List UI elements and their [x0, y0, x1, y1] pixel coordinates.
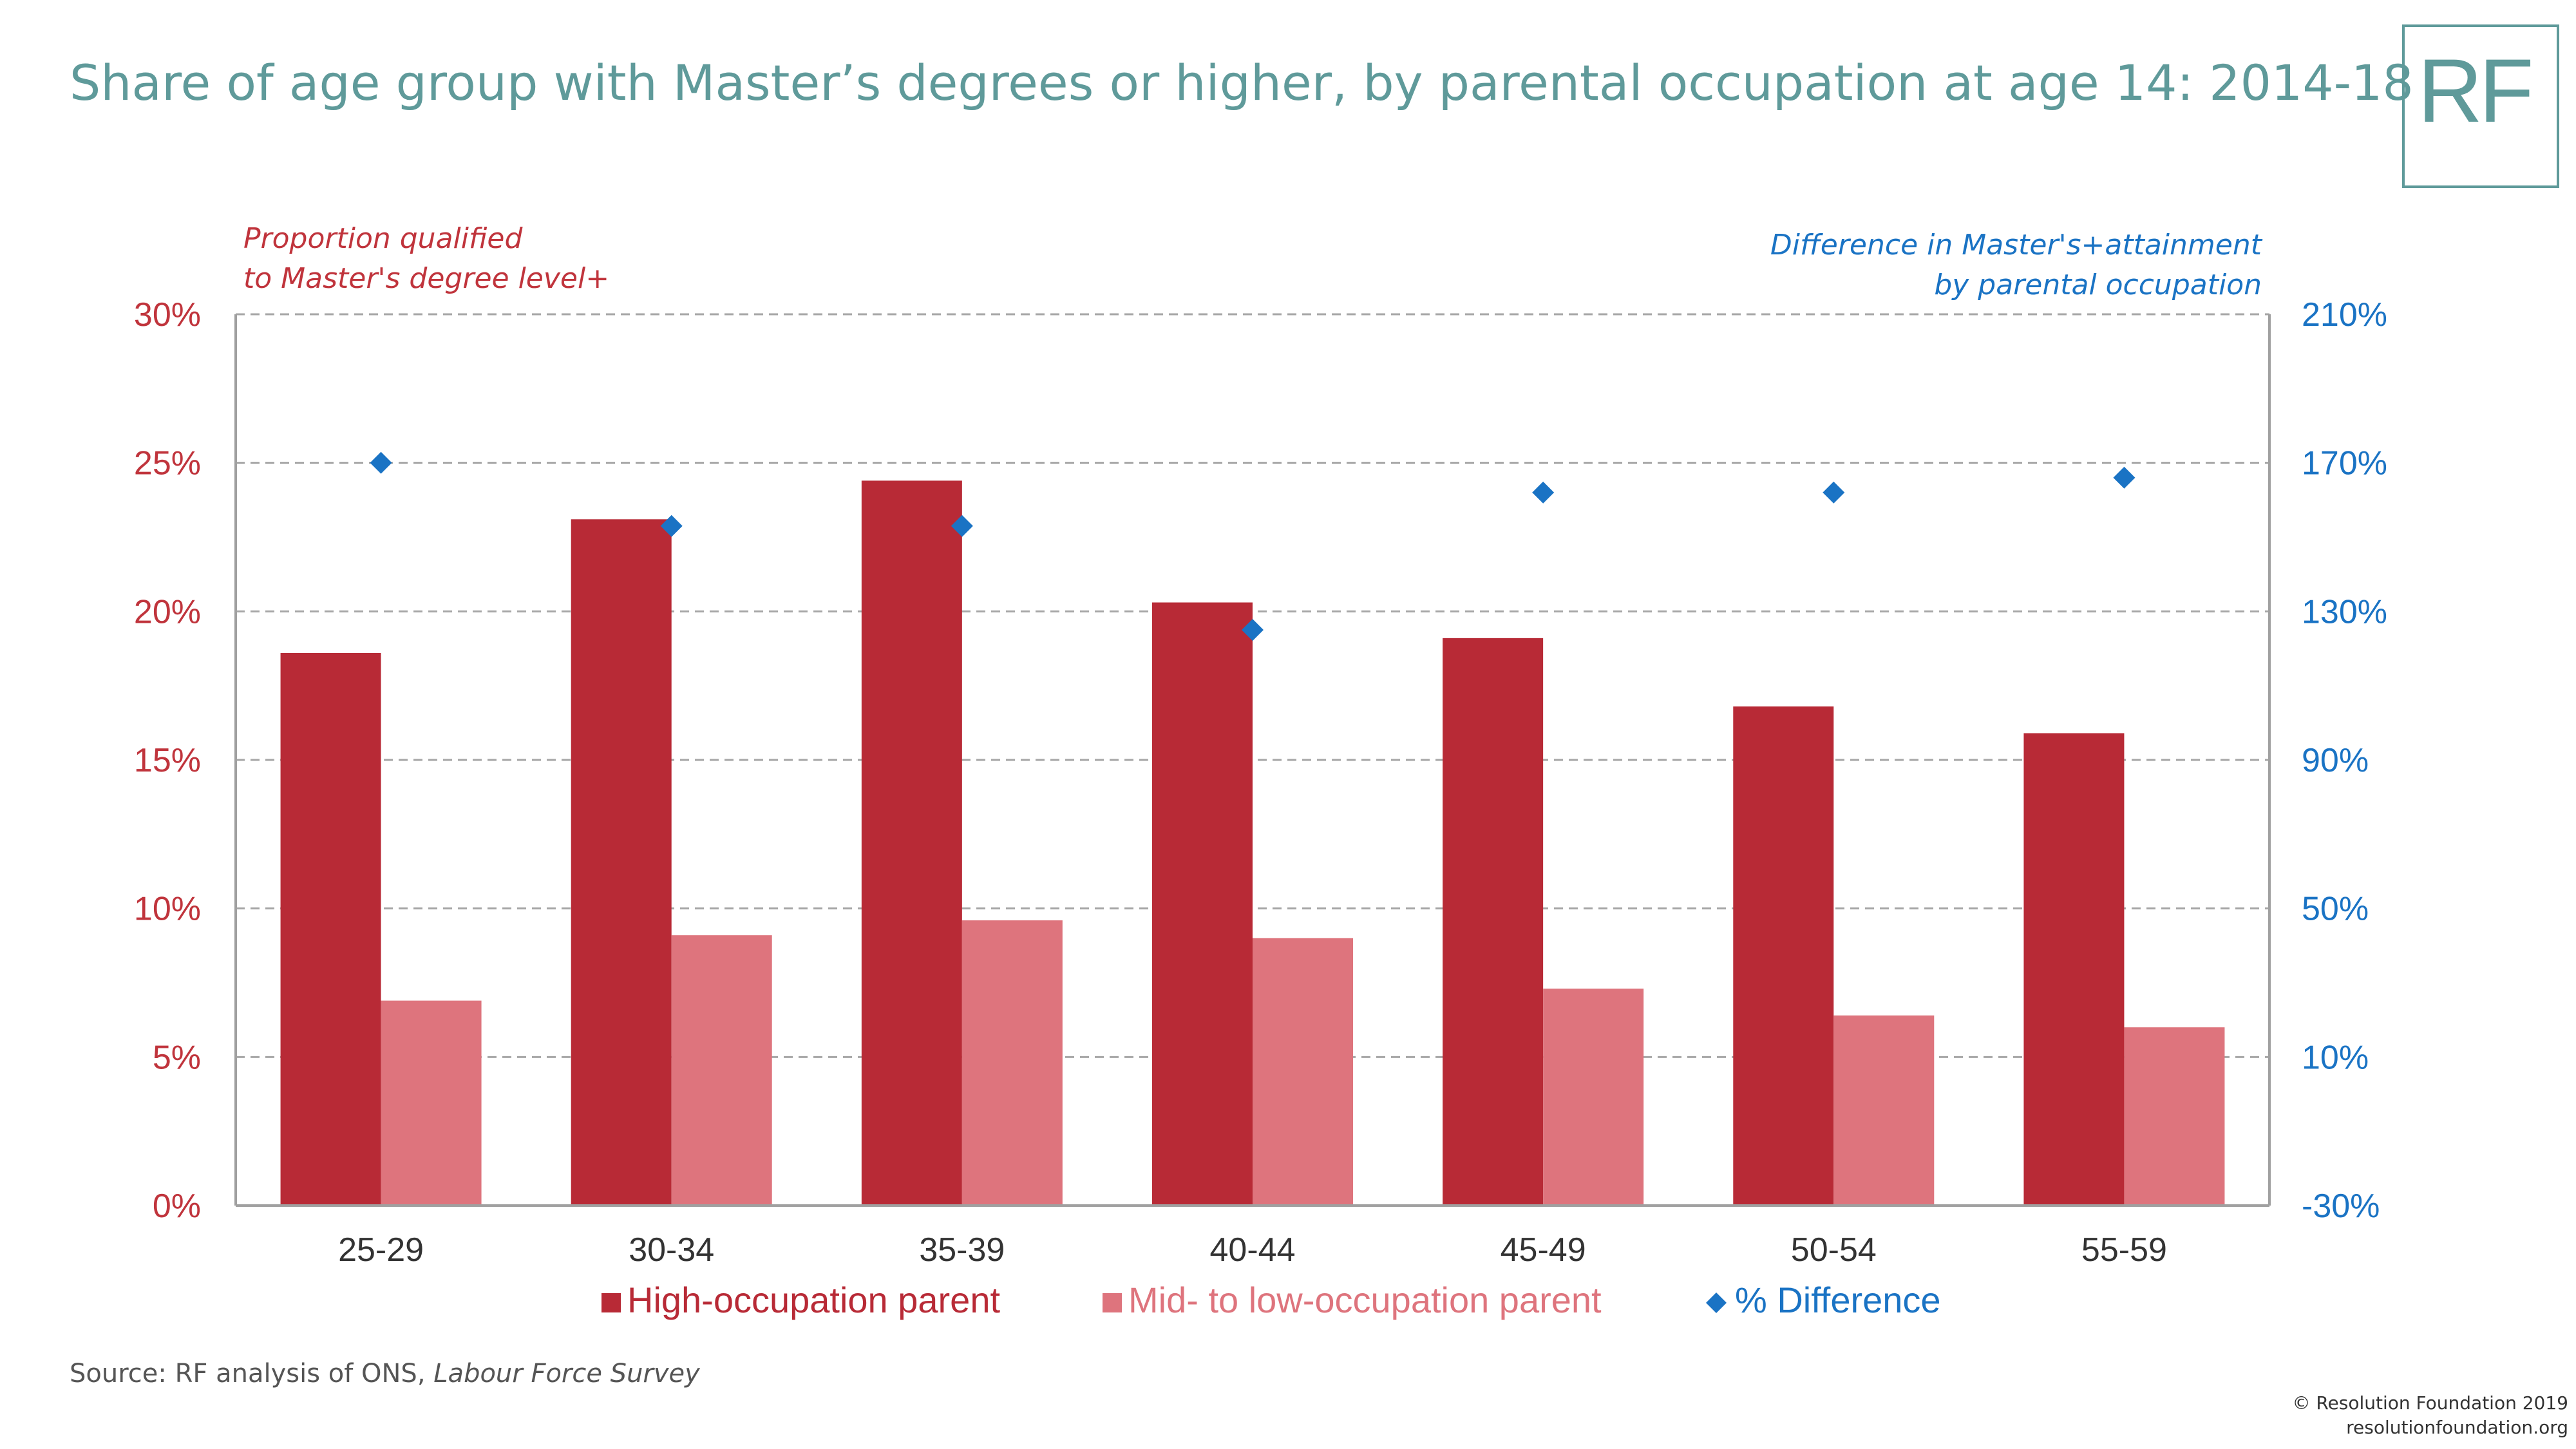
- left-tick-label: 30%: [134, 296, 201, 334]
- left-tick-label: 10%: [134, 891, 201, 928]
- legend-swatch-high: [601, 1293, 621, 1312]
- source-prefix: Source: RF analysis of ONS,: [70, 1359, 434, 1388]
- website-line: resolutionfoundation.org: [2346, 1417, 2568, 1438]
- bar-mid-low-occupation: [671, 935, 772, 1206]
- legend-label-high: High-occupation parent: [627, 1280, 1000, 1320]
- left-tick-label: 25%: [134, 445, 201, 482]
- right-tick-label: 90%: [2302, 742, 2369, 779]
- right-tick-label: 130%: [2302, 593, 2387, 630]
- right-tick-label: 10%: [2302, 1039, 2369, 1076]
- left-tick-label: 5%: [153, 1039, 201, 1076]
- bar-high-occupation: [571, 519, 672, 1206]
- left-axis-note-line-1: Proportion qualified: [243, 222, 523, 255]
- bar-mid-low-occupation: [2124, 1027, 2225, 1206]
- difference-point: [1823, 481, 1845, 504]
- rf-logo-text: RF: [2418, 40, 2534, 141]
- right-axis-note-line-2: by parental occupation: [1934, 269, 2262, 301]
- right-tick-label: -30%: [2302, 1188, 2380, 1225]
- source-italic: Labour Force Survey: [433, 1359, 700, 1388]
- left-tick-label: 20%: [134, 593, 201, 630]
- legend-swatch-diff: [1706, 1293, 1727, 1313]
- left-tick-label: 0%: [153, 1188, 201, 1225]
- bar-mid-low-occupation: [1253, 938, 1353, 1206]
- difference-point: [370, 451, 392, 474]
- bar-mid-low-occupation: [1833, 1015, 1935, 1206]
- copyright: © Resolution Foundation 2019 resolutionf…: [2292, 1391, 2568, 1440]
- x-tick-label: 45-49: [1501, 1231, 1586, 1269]
- difference-point: [2113, 466, 2136, 489]
- bar-high-occupation: [1152, 602, 1253, 1206]
- difference-point: [1242, 619, 1264, 641]
- x-tick-label: 25-29: [338, 1231, 424, 1269]
- legend-swatch-mid: [1103, 1293, 1122, 1312]
- rf-logo: RF: [2402, 24, 2559, 188]
- bar-mid-low-occupation: [1543, 989, 1644, 1206]
- difference-point: [1532, 481, 1555, 504]
- left-axis-note: Proportion qualified to Master's degree …: [243, 219, 609, 299]
- bar-high-occupation: [861, 480, 962, 1206]
- bar-high-occupation: [1733, 706, 1834, 1206]
- bar-high-occupation: [2023, 733, 2125, 1206]
- right-tick-label: 170%: [2302, 445, 2387, 482]
- difference-point: [951, 515, 973, 537]
- legend-label-mid: Mid- to low-occupation parent: [1128, 1280, 1602, 1320]
- bar-high-occupation: [280, 652, 381, 1206]
- chart-title: Share of age group with Master’s degrees…: [70, 54, 2414, 111]
- bar-high-occupation: [1443, 638, 1544, 1206]
- left-axis-note-line-2: to Master's degree level+: [243, 262, 610, 295]
- bar-mid-low-occupation: [381, 1000, 482, 1206]
- x-tick-label: 40-44: [1210, 1231, 1296, 1269]
- right-axis-note: Difference in Master's+attainment by par…: [1770, 225, 2262, 305]
- right-tick-label: 50%: [2302, 891, 2369, 928]
- difference-point: [660, 515, 683, 537]
- x-tick-label: 55-59: [2081, 1231, 2167, 1269]
- x-tick-label: 50-54: [1791, 1231, 1877, 1269]
- bar-mid-low-occupation: [961, 920, 1063, 1206]
- right-tick-label: 210%: [2302, 296, 2387, 334]
- source-note: Source: RF analysis of ONS, Labour Force…: [70, 1359, 700, 1388]
- copyright-line: © Resolution Foundation 2019: [2292, 1392, 2568, 1414]
- x-tick-label: 30-34: [629, 1231, 714, 1269]
- x-tick-label: 35-39: [919, 1231, 1005, 1269]
- left-tick-label: 15%: [134, 742, 201, 779]
- legend-label-diff: % Difference: [1735, 1280, 1941, 1320]
- right-axis-note-line-1: Difference in Master's+attainment: [1770, 229, 2262, 261]
